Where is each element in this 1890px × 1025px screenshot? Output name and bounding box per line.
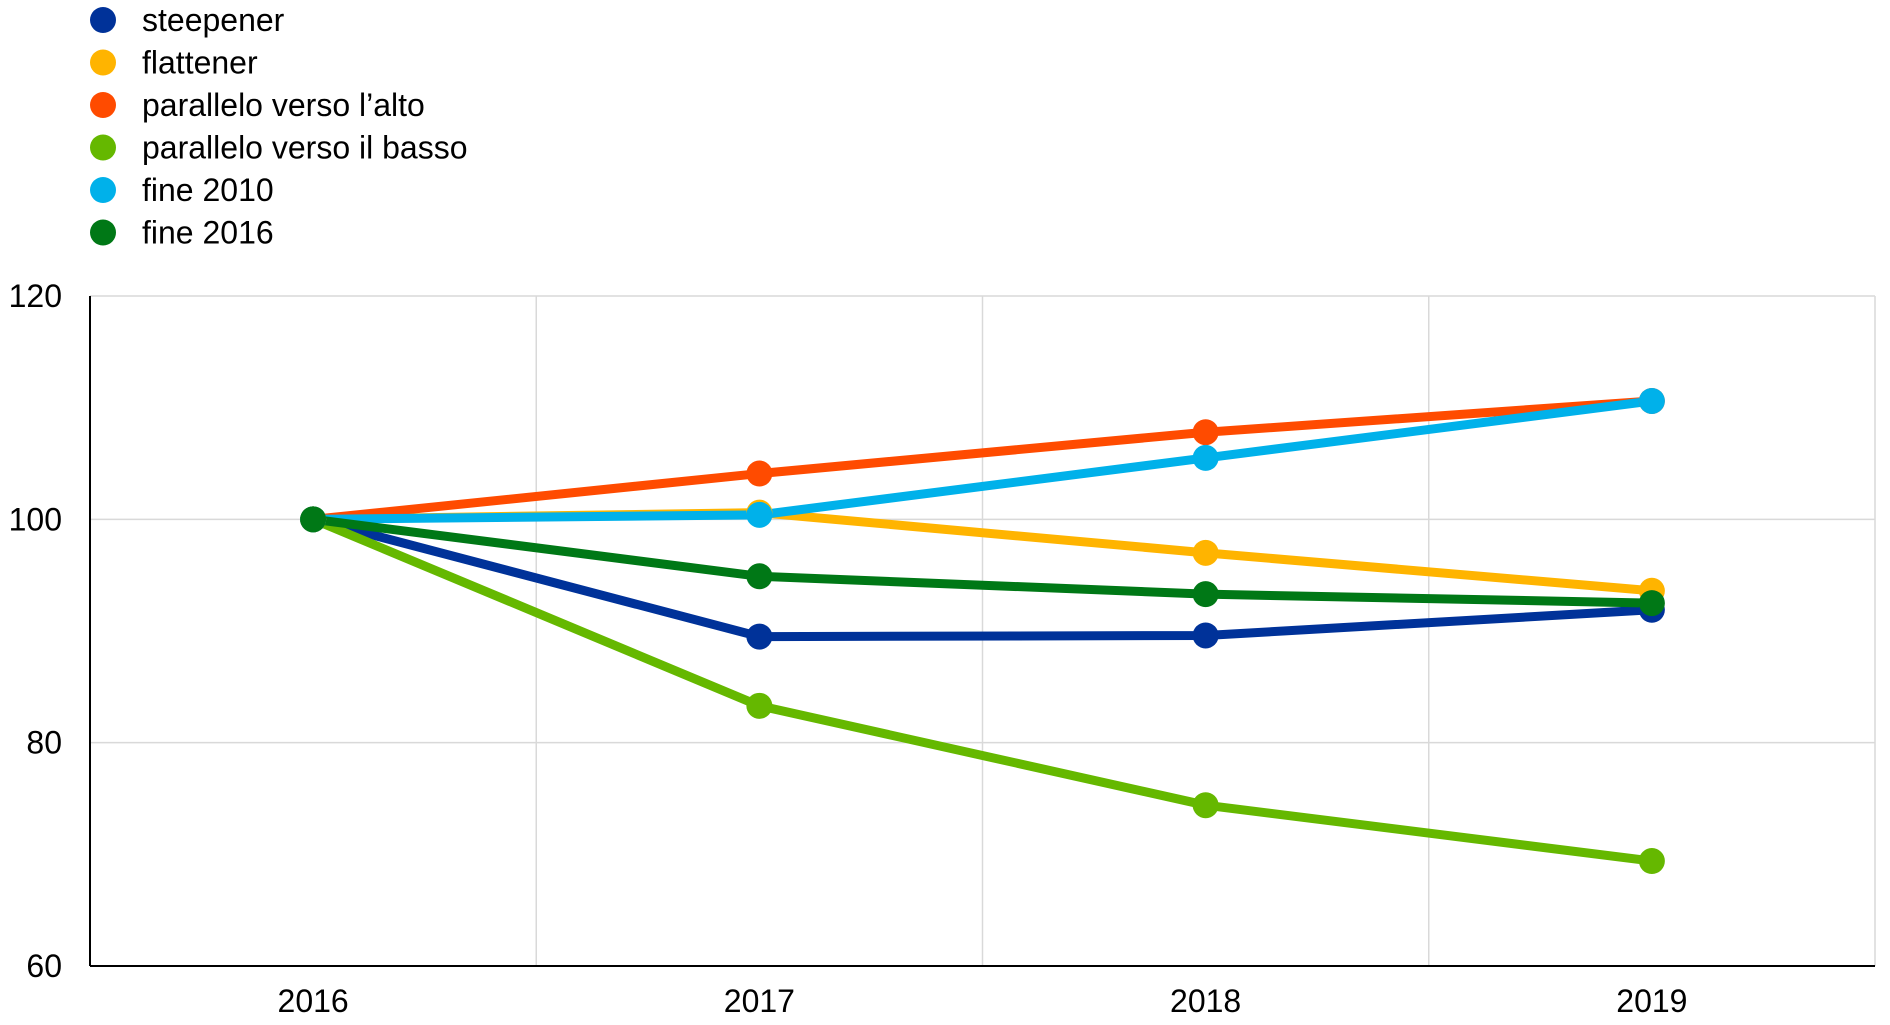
grid bbox=[90, 295, 1876, 966]
data-point-fine-2016 bbox=[1192, 581, 1219, 608]
x-axis-ticks: 2016 2017 2018 2019 bbox=[278, 983, 1688, 1019]
data-point-parallelo-verso-l-alto bbox=[746, 460, 773, 487]
series-line-fine-2016 bbox=[308, 514, 1657, 608]
series-line-parallelo-verso-l-alto bbox=[308, 396, 1657, 524]
legend-marker bbox=[90, 177, 116, 203]
x-tick-label: 2019 bbox=[1616, 983, 1687, 1019]
legend: steepener flattener parallelo verso l’alto… bbox=[90, 2, 468, 251]
legend-item: parallelo verso il basso bbox=[90, 130, 468, 166]
legend-item: flattener bbox=[90, 45, 258, 81]
legend-marker bbox=[90, 134, 116, 161]
series-line-steepener bbox=[308, 514, 1657, 642]
y-tick-label: 120 bbox=[9, 278, 62, 314]
x-tick-label: 2016 bbox=[278, 983, 349, 1019]
x-tick-label: 2018 bbox=[1170, 983, 1241, 1019]
data-point-parallelo-verso-l-alto bbox=[1192, 419, 1219, 446]
legend-marker bbox=[90, 92, 116, 118]
series-lines bbox=[308, 396, 1657, 866]
series-markers bbox=[300, 387, 1665, 875]
legend-marker bbox=[90, 49, 116, 76]
data-point-fine-2016 bbox=[746, 563, 773, 590]
data-point-fine-2016 bbox=[1638, 590, 1665, 617]
data-point-fine-2010 bbox=[746, 501, 773, 528]
legend-marker bbox=[90, 219, 116, 246]
legend-label: parallelo verso l’alto bbox=[142, 87, 425, 123]
legend-item: fine 2016 bbox=[90, 215, 274, 251]
y-tick-label: 100 bbox=[9, 501, 62, 537]
data-point-parallelo-verso-il-basso bbox=[1192, 792, 1219, 819]
axes bbox=[89, 296, 1875, 967]
legend-label: parallelo verso il basso bbox=[142, 130, 468, 166]
legend-label: flattener bbox=[142, 45, 258, 81]
legend-label: fine 2016 bbox=[142, 215, 274, 251]
legend-item: parallelo verso l’alto bbox=[90, 87, 425, 123]
data-point-parallelo-verso-il-basso bbox=[746, 692, 773, 719]
series-line-fine-2010 bbox=[308, 396, 1657, 524]
legend-item: fine 2010 bbox=[90, 172, 274, 208]
y-axis-ticks: 60 80 100 120 bbox=[9, 278, 62, 984]
legend-marker bbox=[90, 7, 116, 33]
data-point-fine-2016 bbox=[300, 506, 327, 533]
data-point-parallelo-verso-il-basso bbox=[1638, 848, 1665, 875]
data-point-fine-2010 bbox=[1192, 444, 1219, 471]
x-tick-label: 2017 bbox=[724, 983, 795, 1019]
legend-item: steepener bbox=[90, 2, 285, 38]
legend-label: fine 2010 bbox=[142, 172, 274, 208]
data-point-steepener bbox=[746, 623, 773, 650]
data-point-flattener bbox=[1192, 539, 1219, 566]
data-point-fine-2010 bbox=[1638, 387, 1665, 414]
data-point-steepener bbox=[1192, 622, 1219, 649]
y-tick-label: 80 bbox=[26, 725, 62, 761]
y-tick-label: 60 bbox=[26, 948, 62, 984]
legend-label: steepener bbox=[142, 2, 285, 38]
series-line-parallelo-verso-il-basso bbox=[308, 514, 1657, 866]
